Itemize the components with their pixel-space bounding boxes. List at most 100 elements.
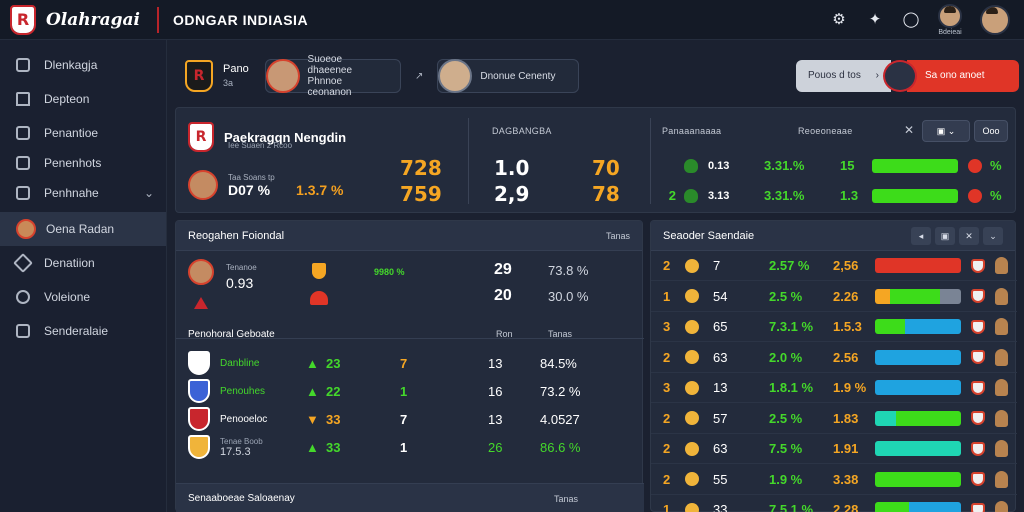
row-pct: 1.9 % [769, 471, 803, 487]
player-card-2[interactable]: Dnonue Cenenty [437, 59, 580, 93]
progress-bar-segment [890, 288, 941, 304]
player-figure-icon [995, 318, 1008, 335]
team-name: Tenae Boob [220, 436, 263, 446]
user-profile[interactable]: Bdeieai [938, 4, 962, 36]
table-row[interactable]: 2 57 2.5 % 1.83 [651, 404, 1017, 434]
row-pct: 86.6 % [540, 439, 581, 455]
chat-icon[interactable]: ◯ [902, 11, 920, 28]
progress-bar-segment [913, 380, 961, 395]
team-name: Pano [223, 63, 249, 75]
summary-player[interactable]: Taa Soans tp D07 % 1.3.7 % [188, 170, 344, 200]
jersey-icon [971, 411, 985, 425]
table-row[interactable]: Tenae Boob 17.5.3 ▲ 33 1 26 86.6 % [176, 433, 644, 461]
table-row[interactable]: Penooeloc ▼ 33 7 13 4.0527 [176, 405, 644, 433]
rank: 3 [663, 319, 671, 334]
segment-right-button[interactable]: Sa ono anoet [907, 60, 1019, 92]
table-row[interactable]: 3 13 1.8.1 % 1.9 % [651, 373, 1017, 403]
player-figure-icon [995, 257, 1008, 274]
chevron-down-icon[interactable]: ⌄ [983, 226, 1003, 245]
sidebar-item-stats[interactable]: Penenhots [0, 146, 166, 180]
club-crest-logo [10, 4, 36, 35]
footer-right: Tanas [553, 493, 578, 504]
row-n: 7 [400, 411, 408, 427]
apply-button[interactable]: Ooo [974, 120, 1008, 142]
jersey-icon [971, 258, 985, 273]
row-n: 1 [400, 439, 408, 455]
sidebar-item-target[interactable]: Voleione [0, 280, 166, 314]
row-n: 54 [713, 288, 728, 304]
sidebar-item-tools[interactable]: Denatiion [0, 246, 166, 280]
progress-bar [875, 258, 961, 273]
panel-title: Reogahen Foiondal [188, 229, 285, 242]
team-shield-icon [188, 435, 210, 459]
close-icon[interactable]: ✕ [904, 123, 915, 137]
row-m: 13 [488, 355, 503, 371]
table-row[interactable]: 2 7 2.57 % 2,56 [651, 251, 1017, 281]
divider [157, 6, 159, 33]
player-card-1[interactable]: Suoeoe dhaeenee Phnnoe ceonanon [265, 54, 401, 98]
kpi-bar [872, 188, 958, 203]
row-pct: 84.5% [540, 355, 577, 371]
chevron-down-icon[interactable]: ⌄ [143, 186, 154, 200]
row-pct: 7.5 % [769, 441, 803, 456]
row-pct: 73.8 % [548, 263, 589, 278]
sidebar-item-list[interactable]: Penhnahe ⌄ [0, 176, 166, 210]
sidebar-item-player[interactable]: Oena Radan [0, 212, 166, 246]
team-sub: 3a [223, 78, 234, 88]
people-icon [16, 324, 30, 338]
coin-icon [685, 380, 699, 395]
sidebar-item-people[interactable]: Senderalaie [0, 314, 166, 348]
team-name: Penouhes [220, 385, 266, 397]
summary-header: Paekragqn Nengdin [188, 122, 346, 152]
row-pct: 73.2 % [540, 383, 581, 399]
sidebar-item-home[interactable]: Depteon [0, 82, 166, 116]
table-row[interactable]: 1 54 2.5 % 2.26 [651, 282, 1017, 312]
puzzle-icon[interactable]: ✦ [868, 11, 882, 28]
target-icon [16, 290, 30, 304]
view-select[interactable]: ▣ ⌄ [922, 120, 970, 142]
club-crest-icon [883, 60, 917, 92]
account-avatar[interactable] [980, 5, 1010, 35]
progress-bar [875, 349, 961, 365]
player-avatar [188, 170, 218, 200]
table-row[interactable]: 2 63 2.0 % 2.56 [651, 343, 1017, 373]
player-code: 0.93 [226, 275, 254, 291]
segment-left-label: Pouos d tos [808, 70, 861, 81]
table-row[interactable]: Danbline ▲ 23 7 13 84.5% [176, 349, 644, 377]
kpi-b: 3.31.% [764, 158, 805, 173]
table-row[interactable]: 1 33 7.5.1 % 2.28 [651, 495, 1017, 512]
progress-bar-segment [875, 471, 961, 487]
table-row[interactable]: 3 65 7.3.1 % 1.5.3 [651, 312, 1017, 342]
jersey-icon [971, 350, 985, 364]
team-info[interactable]: Pano 3a [175, 60, 265, 92]
warning-icon [194, 297, 208, 309]
table-row[interactable]: 2 55 1.9 % 3.38 [651, 465, 1017, 495]
trend-up-icon: ▲ [306, 439, 319, 455]
download-icon [16, 126, 30, 140]
progress-bar-segment [909, 502, 961, 512]
featured-green: 9980 % [374, 267, 405, 277]
cast-icon[interactable]: ▣ [935, 226, 955, 245]
row-val: 2,56 [833, 258, 859, 273]
progress-bar [875, 380, 961, 395]
sidebar-item-dashboard[interactable]: Dlenkagja [0, 48, 166, 82]
progress-bar-segment [940, 288, 961, 304]
expand-icon[interactable]: ✕ [959, 226, 979, 245]
sidebar-item-label: Voleione [44, 290, 91, 304]
table-row[interactable]: 2 63 7.5 % 1.91 [651, 434, 1017, 464]
sidebar-item-download[interactable]: Penantioe [0, 116, 166, 150]
divider [468, 118, 469, 204]
share-icon[interactable]: ◂ [911, 226, 931, 245]
row-val: 1.5.3 [833, 319, 862, 334]
featured-player: Tenanoe 0.93 9980 % 29 73.8 % 20 30.0 % [176, 251, 644, 339]
table-row[interactable]: Penouhes ▲ 22 1 16 73.2 % [176, 377, 644, 405]
row-val: 33 [326, 411, 341, 427]
row-m: 26 [488, 439, 503, 455]
progress-bar [875, 288, 961, 304]
segment-left-button[interactable]: Pouos d tos › [796, 60, 891, 92]
home-icon [16, 92, 30, 106]
progress-bar-segment [905, 319, 961, 334]
segment-toggle: Pouos d tos › Sa ono anoet [796, 60, 1019, 92]
brand[interactable]: Olahragai [0, 4, 160, 35]
settings-icon[interactable]: ⚙ [832, 11, 846, 28]
